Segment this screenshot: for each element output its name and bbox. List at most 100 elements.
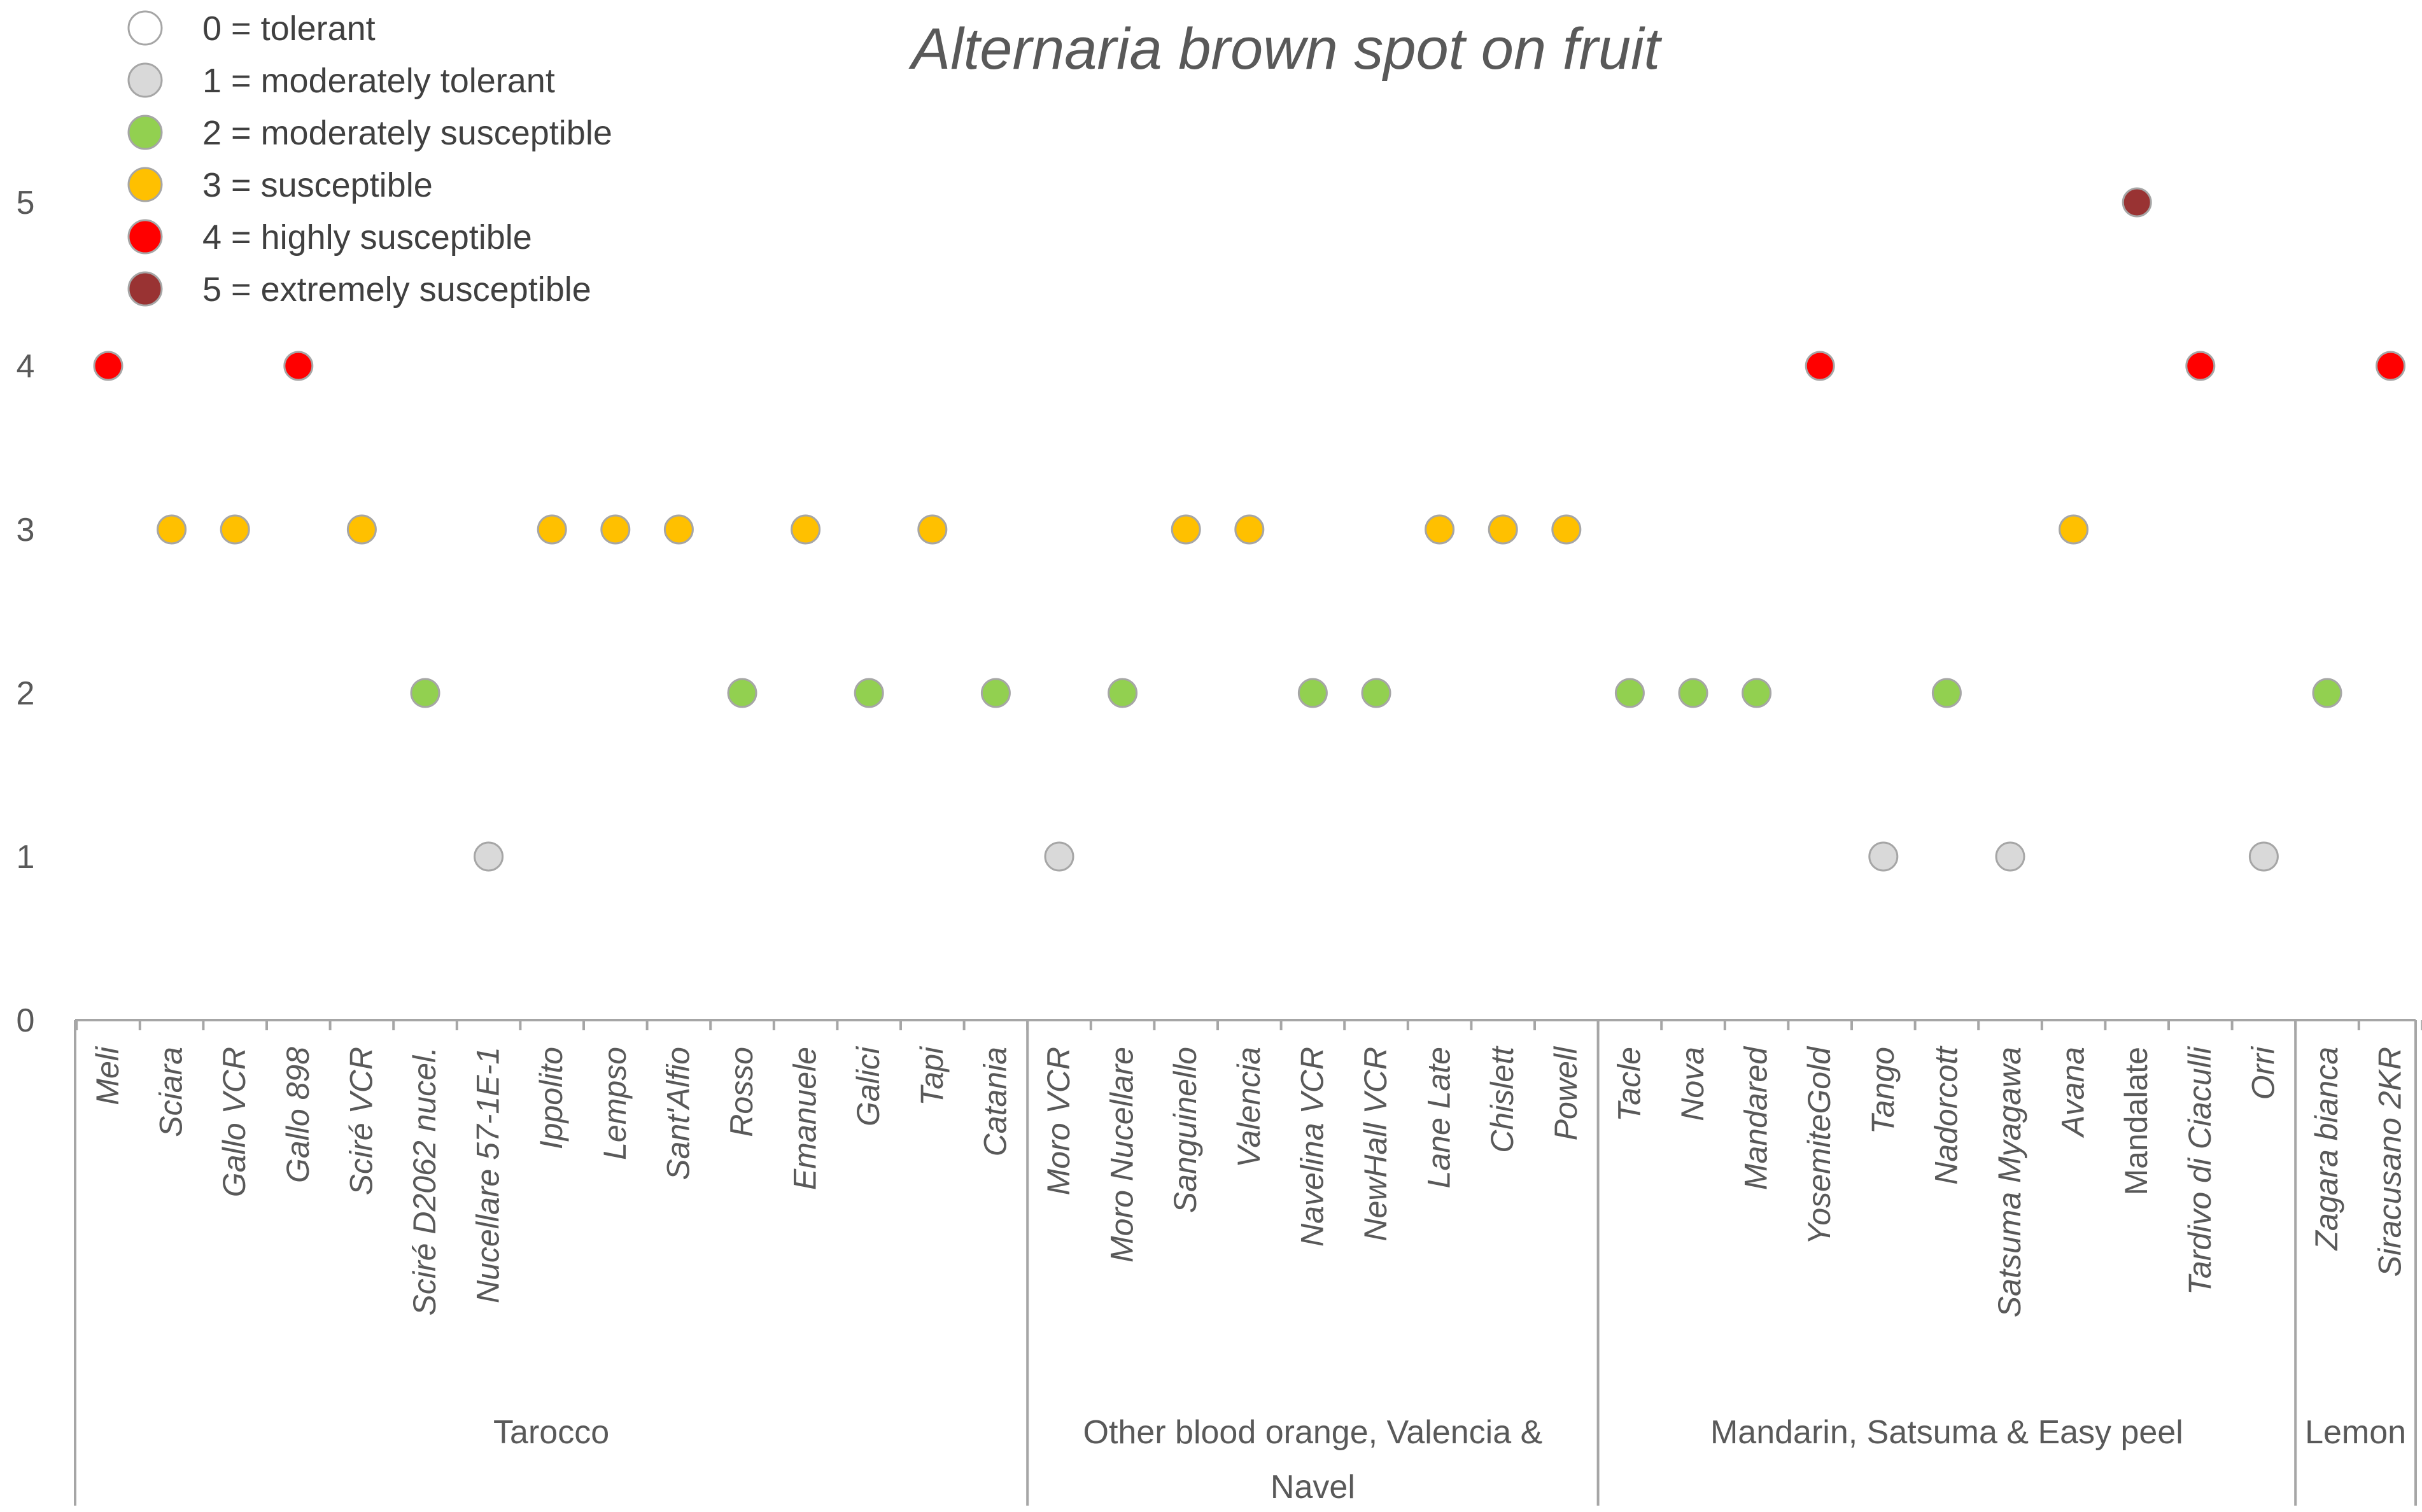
x-tick-label: Powell [1548,1046,1584,1140]
x-tick-label: Gallo VCR [216,1047,252,1197]
data-point-galici [854,678,884,708]
legend-label: 3 = susceptible [202,166,433,204]
x-axis-labels: Meli Sciara Gallo VCR Gallo 898 Sciré VCR Sci… [90,1046,2408,1317]
group-label: Other blood orange, Valencia & Navel [1083,1414,1543,1506]
data-point-yosemitegold [1805,351,1835,381]
data-point-emanuele [791,514,821,545]
x-tick-label: Galici [850,1046,886,1126]
legend-label: 5 = extremely susceptible [202,270,591,309]
x-tick-label: Catania [977,1047,1013,1156]
x-tick-label: YosemiteGold [1801,1046,1837,1245]
data-point-tango [1868,841,1899,872]
x-tick-label: NewHall VCR [1358,1047,1393,1242]
x-tick-label: Nucellare 57-1E-1 [470,1047,506,1303]
y-tick-label: 4 [17,348,35,385]
legend-marker [127,10,163,46]
group-label: Lemon [2305,1414,2406,1451]
data-point-catania [980,678,1011,708]
x-tick-label: Ippolito [533,1047,569,1149]
y-tick-label: 5 [17,185,35,221]
x-tick-label: Nadorcott [1928,1046,1964,1185]
x-tick-label: Lane Late [1421,1047,1457,1188]
x-tick-label: Avana [2055,1047,2091,1138]
y-tick-label: 3 [17,512,35,549]
x-tick-label: Tango [1865,1047,1901,1134]
x-tick-label: Mandalate [2118,1047,2154,1196]
x-tick-label: Tardivo di Ciaculli [2182,1046,2218,1295]
x-tick-label: Lempso [597,1047,633,1160]
data-point-sciara [157,514,187,545]
legend-marker [127,167,163,202]
y-tick-label: 2 [17,675,35,712]
x-tick-label: Sanguinello [1167,1047,1203,1213]
x-tick-label: Chislett [1484,1046,1520,1153]
x-tick-label: Orri [2245,1046,2281,1100]
data-point-avana [2059,514,2089,545]
x-tick-label: Meli [90,1046,125,1105]
x-tick-label: Sciré D2062 nucel. [407,1047,442,1315]
data-point-chislett [1488,514,1518,545]
data-point-tardivo-di-ciaculli [2185,351,2216,381]
x-tick-label: Valencia [1231,1047,1267,1168]
y-tick-label: 0 [17,1002,35,1039]
data-point-moro-vcr [1044,841,1074,872]
data-point-tacle [1614,678,1645,708]
data-point-orri [2248,841,2279,872]
legend: 0 = tolerant 1 = moderately tolerant 2 = m… [127,10,612,309]
x-tick-label: Mandared [1738,1046,1774,1190]
x-tick-label: Gallo 898 [280,1047,316,1183]
data-point-mandalate [2122,187,2152,218]
x-tick-label: Nova [1675,1047,1710,1121]
x-tick-label: Emanuele [787,1047,823,1190]
x-tick-label: Sciara [153,1047,189,1137]
x-tick-label: Rosso [724,1047,759,1137]
group-label: Mandarin, Satsuma & Easy peel [1710,1414,2183,1451]
legend-label: 1 = moderately tolerant [202,62,555,100]
data-point-satsuma-myagawa [1995,841,2025,872]
data-point-nadorcott [1931,678,1962,708]
x-tick-label: Sant'Alfio [660,1047,696,1180]
x-tick-label: Satsuma Myagawa [1992,1047,2027,1317]
data-point-sanguinello [1171,514,1201,545]
legend-marker [127,219,163,255]
data-point-meli [93,351,123,381]
data-point-lempso [600,514,631,545]
data-point-nova [1678,678,1708,708]
data-point-powell [1551,514,1582,545]
data-point-scir-d2062-nucel- [410,678,440,708]
data-point-mandared [1742,678,1772,708]
data-point-newhall-vcr [1361,678,1391,708]
data-point-zagara-bianca [2312,678,2342,708]
data-point-tapi [917,514,948,545]
legend-marker [127,271,163,307]
x-tick-label: Moro VCR [1041,1047,1076,1195]
x-tick-label: Zagara bianca [2309,1047,2344,1251]
data-point-rosso [727,678,757,708]
x-tick-label: Moro Nucellare [1104,1047,1140,1263]
data-point-siracusano-2kr [2376,351,2406,381]
x-tick-label: Tacle [1611,1047,1647,1122]
y-axis-ticks: 0 1 2 3 4 5 [17,185,35,1039]
data-point-moro-nucellare [1108,678,1138,708]
x-tick-label: Sciré VCR [343,1047,379,1195]
x-tick-label: Tapi [914,1046,950,1106]
x-tick-label: Navelina VCR [1294,1047,1330,1247]
legend-label: 0 = tolerant [202,10,376,48]
group-label: Tarocco [493,1414,609,1451]
data-point-nucellare-57-1e-1 [474,841,504,872]
data-point-scir-vcr [346,514,377,545]
legend-label: 2 = moderately susceptible [202,114,612,152]
y-tick-label: 1 [17,839,35,876]
legend-label: 4 = highly susceptible [202,218,532,256]
data-points [93,187,2406,872]
legend-marker [127,115,163,150]
data-point-gallo-vcr [220,514,250,545]
axes [74,1019,2422,1506]
legend-marker [127,62,163,98]
data-point-navelina-vcr [1297,678,1328,708]
data-point-valencia [1234,514,1265,545]
group-labels: Tarocco Other blood orange, Valencia & Nav… [493,1414,2406,1506]
data-point-ippolito [537,514,567,545]
data-point-sant-alfio [663,514,694,545]
